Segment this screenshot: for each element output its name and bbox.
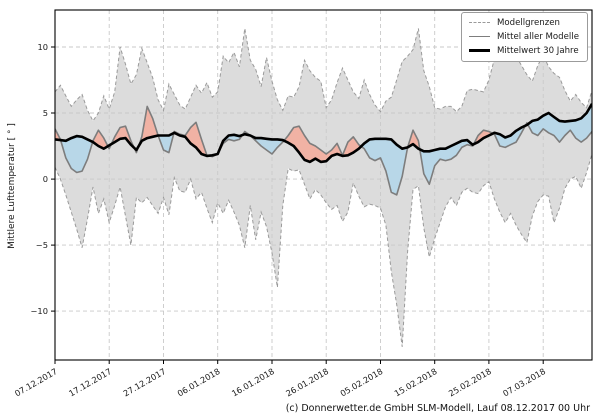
legend-item-mittel-aller-modelle: Mittel aller Modelle	[468, 31, 579, 42]
svg-text:16.01.2018: 16.01.2018	[230, 366, 276, 398]
svg-text:0: 0	[43, 174, 48, 184]
legend-label: Mittel aller Modelle	[496, 31, 579, 42]
y-axis-label: Mittlere Lufttemperatur [ ° ]	[7, 123, 17, 249]
svg-text:26.01.2018: 26.01.2018	[284, 366, 330, 398]
legend-item-modellgrenzen: Modellgrenzen	[468, 17, 579, 28]
svg-text:5: 5	[43, 108, 48, 118]
svg-text:17.12.2017: 17.12.2017	[67, 366, 113, 398]
legend-label: Mittelwert 30 Jahre	[496, 45, 579, 56]
dashed-line-sample-icon	[468, 22, 490, 23]
svg-text:07.03.2018: 07.03.2018	[501, 366, 547, 398]
legend-item-mittelwert-30-jahre: Mittelwert 30 Jahre	[468, 45, 579, 56]
svg-text:27.12.2017: 27.12.2017	[121, 366, 167, 398]
svg-text:−10: −10	[30, 306, 48, 316]
svg-text:15.02.2018: 15.02.2018	[393, 366, 439, 398]
svg-text:10: 10	[37, 42, 48, 52]
svg-text:25.02.2018: 25.02.2018	[447, 366, 493, 398]
black-line-sample-icon	[468, 49, 490, 52]
svg-text:07.12.2017: 07.12.2017	[13, 366, 59, 398]
svg-text:06.01.2018: 06.01.2018	[176, 366, 222, 398]
gray-line-sample-icon	[468, 36, 490, 37]
legend: Modellgrenzen Mittel aller Modelle Mitte…	[460, 12, 588, 62]
svg-text:05.02.2018: 05.02.2018	[338, 366, 384, 398]
svg-text:−5: −5	[36, 240, 48, 250]
legend-label: Modellgrenzen	[496, 17, 560, 28]
copyright-caption: (c) Donnerwetter.de GmbH SLM-Modell, Lau…	[285, 403, 590, 414]
